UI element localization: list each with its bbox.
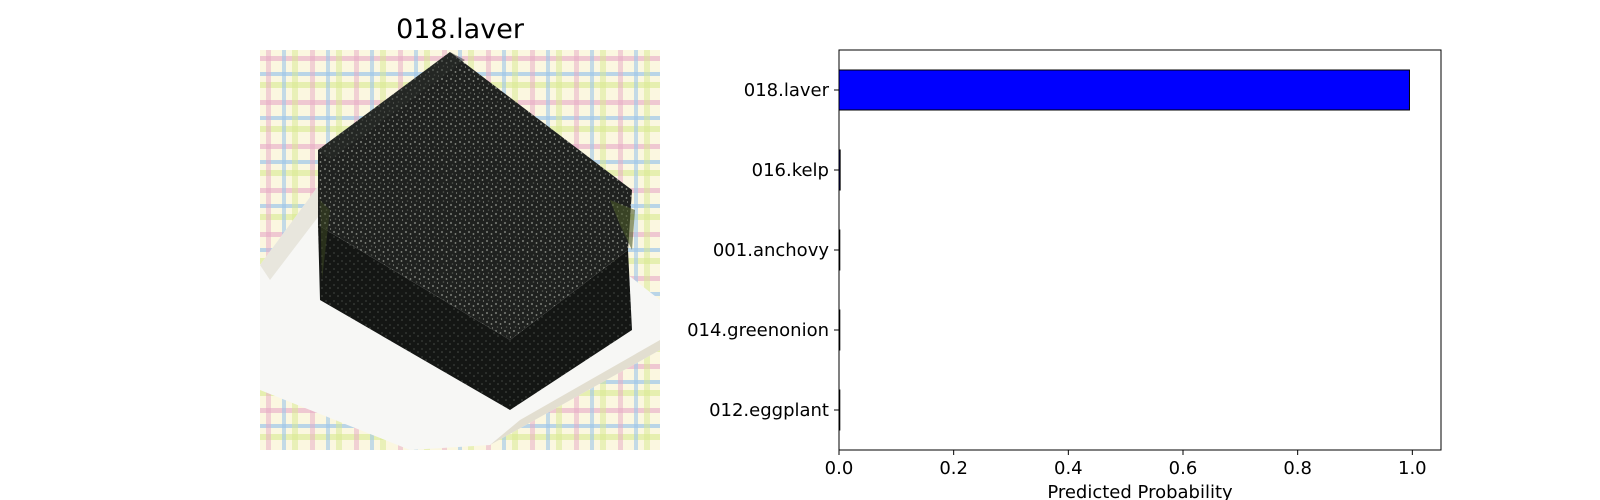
y-tick-label: 014.greenonion xyxy=(687,320,829,341)
y-tick-label: 001.anchovy xyxy=(713,240,829,261)
x-tick-label: 0.2 xyxy=(939,458,968,479)
plot-frame xyxy=(838,49,1442,451)
image-title: 018.laver xyxy=(396,14,524,45)
x-tick-label: 0.0 xyxy=(825,458,854,479)
x-axis-label: Predicted Probability xyxy=(1047,482,1233,500)
bar xyxy=(838,69,1410,111)
y-tick-label: 012.eggplant xyxy=(709,400,829,421)
x-tick-label: 0.6 xyxy=(1169,458,1198,479)
laver-photo xyxy=(260,50,660,450)
x-tick-label: 0.4 xyxy=(1054,458,1083,479)
x-tick-label: 1.0 xyxy=(1398,458,1427,479)
x-tick-label: 0.8 xyxy=(1283,458,1312,479)
y-tick-label: 016.kelp xyxy=(752,160,829,181)
y-tick-label: 018.laver xyxy=(744,80,830,101)
